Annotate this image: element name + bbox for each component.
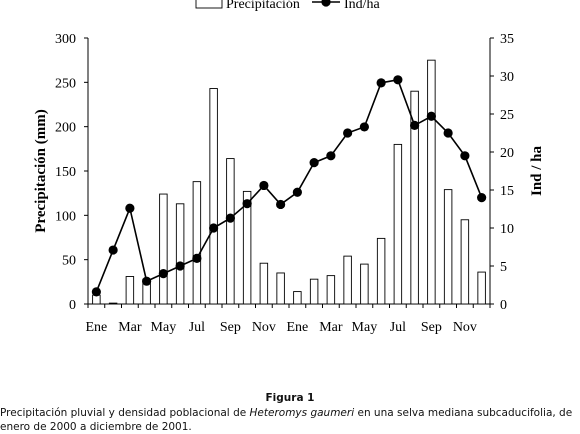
density-point — [108, 245, 118, 255]
right-tick-label: 10 — [500, 222, 514, 237]
left-tick-label: 200 — [55, 121, 76, 136]
density-point — [410, 120, 420, 130]
density-point — [376, 78, 386, 88]
precipitation-bar — [360, 263, 369, 305]
left-tick-label: 150 — [55, 165, 76, 180]
density-point — [343, 128, 353, 138]
legend-bar-label: Precipitación — [226, 0, 300, 12]
density-point — [125, 203, 135, 213]
precipitation-bar — [477, 271, 486, 305]
x-tick-label: May — [151, 320, 177, 335]
precipitation-bar — [108, 302, 118, 305]
left-tick-label: 100 — [55, 209, 76, 224]
precipitation-bar — [192, 181, 202, 305]
precipitation-bar — [175, 203, 185, 305]
left-tick-label: 0 — [69, 298, 76, 313]
precipitation-bar — [242, 190, 252, 305]
caption-text-start: Precipitación pluvial y densidad poblaci… — [0, 407, 250, 419]
axis-labels: 0 50 100 150 200 250 300 0 5 10 15 20 25 30 35 Ene Mar Ma… — [33, 32, 545, 335]
x-tick-label: Jul — [390, 320, 406, 335]
precipitation-bar — [293, 291, 302, 305]
left-tick-label: 50 — [62, 254, 76, 269]
density-point — [443, 128, 453, 138]
right-tick-label: 25 — [500, 108, 514, 123]
density-point — [326, 151, 336, 161]
precipitation-bar — [309, 278, 319, 305]
caption-title: Figura 1 — [265, 392, 315, 404]
precipitation-bar — [259, 262, 269, 305]
precipitation-bar — [460, 219, 470, 305]
density-point — [158, 269, 168, 279]
precipitation-bar — [326, 275, 336, 305]
caption-text: Precipitación pluvial y densidad poblaci… — [0, 406, 580, 434]
density-point — [91, 287, 101, 297]
combo-chart: Precipitación Ind/ha 0 50 100 150 200 250 300 0 5… — [33, 0, 545, 335]
density-point — [309, 158, 319, 168]
x-tick-label: Ene — [85, 320, 107, 335]
caption-text-end: en una selva mediana subcaducifolia, de … — [0, 407, 573, 433]
right-tick-label: 20 — [500, 146, 514, 161]
axes — [84, 37, 494, 308]
right-tick-label: 30 — [500, 70, 514, 85]
legend-line-label: Ind/ha — [344, 0, 381, 12]
precipitation-bar — [443, 189, 453, 305]
x-tick-label: Sep — [220, 320, 241, 335]
right-tick-label: 5 — [500, 260, 507, 275]
density-point — [142, 276, 152, 286]
legend: Precipitación Ind/ha — [195, 0, 381, 12]
x-tick-label: Sep — [421, 320, 442, 335]
precipitation-bar — [427, 59, 436, 305]
density-point — [426, 111, 436, 121]
precipitation-bars — [92, 59, 486, 305]
density-point — [359, 122, 369, 132]
legend-line-marker — [321, 0, 331, 7]
precipitation-bar — [393, 143, 403, 305]
precipitation-bar — [410, 90, 419, 305]
density-point — [192, 253, 202, 263]
right-tick-label: 15 — [500, 184, 514, 199]
density-line — [91, 75, 487, 297]
density-point — [477, 193, 487, 203]
density-point — [276, 199, 286, 210]
precipitation-bar — [226, 158, 235, 305]
x-tick-label: Nov — [252, 320, 276, 335]
density-point — [292, 187, 302, 197]
right-tick-label: 0 — [500, 298, 507, 313]
density-point — [460, 151, 470, 161]
x-tick-label: Jul — [189, 320, 205, 335]
caption-species: Heteromys gaumeri — [249, 407, 355, 419]
precipitation-bar — [376, 237, 386, 305]
precipitation-bar — [92, 294, 101, 305]
precipitation-bar — [125, 276, 135, 305]
precipitation-bar — [343, 255, 352, 305]
precipitation-bar — [159, 193, 168, 305]
precipitation-bar — [209, 88, 218, 305]
x-tick-label: Mar — [118, 320, 142, 335]
precipitation-bar — [276, 272, 285, 305]
density-line-path — [95, 78, 483, 293]
right-tick-label: 35 — [500, 32, 514, 47]
figure-caption: Figura 1 Precipitación pluvial y densida… — [0, 392, 580, 434]
left-tick-label: 250 — [55, 76, 76, 91]
density-point — [225, 213, 235, 223]
density-point — [175, 261, 185, 271]
density-point — [259, 180, 269, 191]
density-point — [393, 75, 403, 85]
density-point — [242, 199, 252, 209]
x-tick-label: Mar — [319, 320, 343, 335]
legend-bar-swatch — [195, 0, 223, 9]
x-tick-label: Nov — [453, 320, 477, 335]
left-axis-label: Precipitación (mm) — [33, 109, 49, 232]
x-tick-label: Ene — [286, 320, 308, 335]
density-point — [209, 223, 219, 233]
right-axis-label: Ind / ha — [529, 145, 545, 196]
x-tick-label: May — [352, 320, 378, 335]
left-tick-label: 300 — [55, 32, 76, 47]
